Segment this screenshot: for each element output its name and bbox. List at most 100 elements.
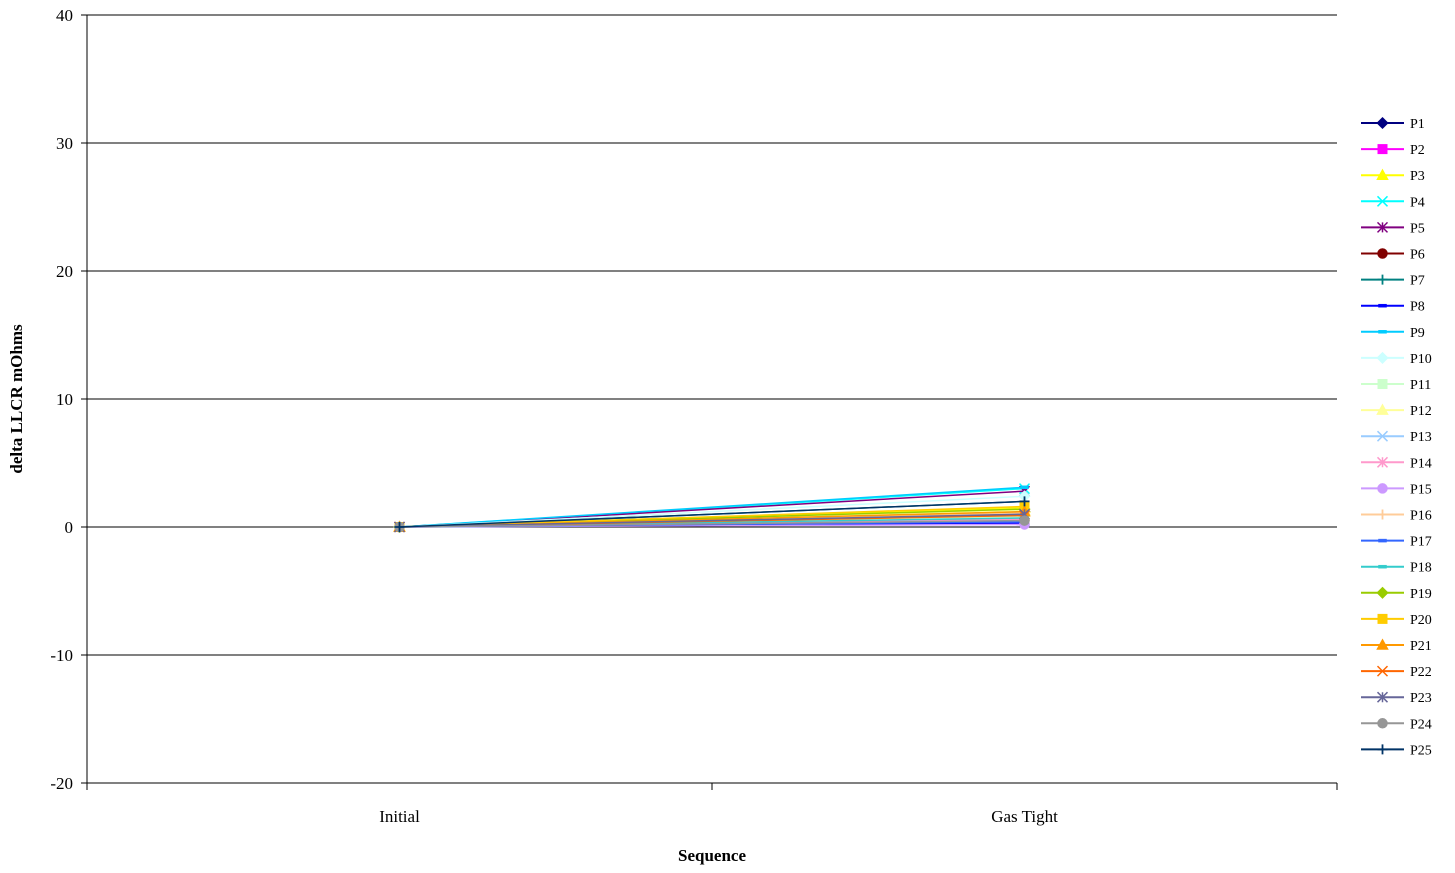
legend-label: P14: [1410, 456, 1432, 471]
y-tick-label: 40: [56, 6, 73, 25]
legend-marker: [1377, 509, 1388, 520]
legend-label: P1: [1410, 117, 1425, 132]
data-point: [1019, 496, 1030, 507]
legend-label: P21: [1410, 639, 1432, 654]
y-tick-label: 10: [56, 390, 73, 409]
series-line: [399, 513, 1025, 528]
legend-item-p25: P25: [1361, 743, 1432, 758]
y-axis-title: delta LLCR mOhms: [7, 324, 26, 474]
legend-marker: [1376, 430, 1389, 442]
legend-label: P15: [1410, 482, 1432, 497]
legend-label: P25: [1410, 743, 1432, 758]
legend-item-p2: P2: [1361, 143, 1425, 158]
legend-marker: [1377, 744, 1388, 755]
legend-label: P10: [1410, 352, 1432, 367]
x-axis-title: Sequence: [678, 846, 746, 865]
legend-item-p19: P19: [1361, 586, 1432, 602]
legend-item-p21: P21: [1361, 638, 1432, 654]
legend-label: P8: [1410, 300, 1425, 315]
series-line: [399, 486, 1025, 528]
legend-label: P11: [1410, 378, 1431, 393]
legend-label: P4: [1410, 195, 1425, 210]
legend-marker: [1376, 691, 1389, 703]
legend-label: P12: [1410, 404, 1432, 419]
legend-item-p6: P6: [1361, 248, 1425, 263]
legend-item-p4: P4: [1361, 195, 1425, 210]
legend-item-p1: P1: [1361, 116, 1425, 132]
legend-label: P2: [1410, 143, 1425, 158]
y-tick-label: -20: [50, 774, 73, 793]
legend-item-p23: P23: [1361, 691, 1432, 706]
series-p25: [394, 496, 1030, 532]
data-point: [1020, 485, 1029, 490]
legend-marker: [1378, 538, 1387, 543]
legend-item-p8: P8: [1361, 300, 1425, 315]
legend-item-p22: P22: [1361, 665, 1432, 680]
legend-label: P3: [1410, 169, 1425, 184]
legend-item-p11: P11: [1361, 378, 1431, 393]
data-point: [1019, 515, 1030, 526]
y-tick-label: 20: [56, 262, 73, 281]
legend-marker: [1376, 638, 1389, 650]
legend-item-p3: P3: [1361, 168, 1425, 184]
legend-label: P24: [1410, 717, 1432, 732]
y-tick-label: 30: [56, 134, 73, 153]
data-point: [394, 522, 405, 532]
series-line: [399, 500, 1025, 528]
legend-marker: [1376, 586, 1389, 599]
legend-label: P7: [1410, 274, 1425, 289]
legend-marker: [1376, 665, 1389, 677]
legend: P1 P2 P3 P4 P5 P6 P7 P8 P9 P10 P11 P12 P13 P14 P15 P16 P…: [1361, 116, 1432, 758]
legend-marker: [1377, 483, 1388, 494]
legend-item-p14: P14: [1361, 456, 1432, 471]
legend-marker: [1376, 168, 1389, 180]
legend-label: P16: [1410, 509, 1432, 524]
legend-item-p7: P7: [1361, 274, 1425, 289]
series-line: [399, 505, 1025, 528]
y-tick-label: -10: [50, 646, 73, 665]
legend-marker: [1376, 195, 1389, 207]
legend-marker: [1378, 564, 1387, 569]
legend-label: P17: [1410, 535, 1432, 550]
legend-marker: [1377, 274, 1388, 285]
axes: -20 -10 0 10 20 30 40 Initial Gas Tight: [50, 6, 1338, 826]
legend-marker: [1378, 303, 1387, 308]
legend-marker: [1377, 718, 1388, 729]
legend-marker: [1376, 221, 1389, 233]
legend-marker: [1378, 330, 1387, 334]
legend-marker: [1376, 456, 1389, 468]
legend-item-p5: P5: [1361, 221, 1425, 236]
legend-label: P19: [1410, 587, 1432, 602]
series-line: [399, 519, 1025, 528]
legend-marker: [1376, 116, 1389, 130]
legend-item-p16: P16: [1361, 509, 1432, 524]
legend-item-p24: P24: [1361, 717, 1432, 732]
gridlines: [87, 14, 1337, 784]
legend-marker: [1377, 248, 1388, 259]
series-line: [399, 495, 1025, 528]
legend-item-p17: P17: [1361, 535, 1432, 550]
legend-label: P23: [1410, 691, 1432, 706]
legend-item-p18: P18: [1361, 561, 1432, 576]
legend-marker: [1377, 144, 1388, 155]
legend-item-p20: P20: [1361, 613, 1432, 628]
legend-label: P18: [1410, 561, 1432, 576]
legend-item-p13: P13: [1361, 430, 1432, 445]
y-tick-label: 0: [65, 518, 74, 537]
x-tick-label: Initial: [379, 807, 420, 826]
legend-label: P6: [1410, 248, 1425, 263]
legend-item-p10: P10: [1361, 351, 1432, 367]
legend-marker: [1377, 613, 1388, 624]
legend-marker: [1377, 379, 1388, 389]
legend-marker: [1376, 403, 1389, 415]
legend-label: P5: [1410, 221, 1425, 236]
legend-label: P22: [1410, 665, 1432, 680]
legend-item-p9: P9: [1361, 326, 1425, 341]
legend-label: P13: [1410, 430, 1432, 445]
legend-item-p15: P15: [1361, 482, 1432, 497]
legend-label: P9: [1410, 326, 1425, 341]
series-lines: [393, 483, 1031, 534]
legend-item-p12: P12: [1361, 403, 1432, 419]
x-tick-label: Gas Tight: [991, 807, 1058, 826]
